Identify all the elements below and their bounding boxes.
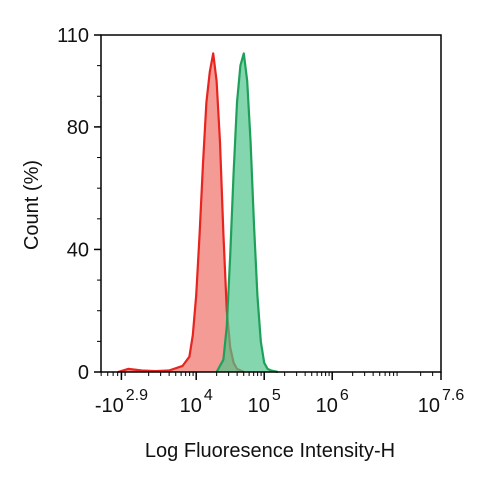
y-tick-label: 0 <box>78 362 89 384</box>
y-tick-label: 80 <box>67 117 89 139</box>
series-2-area <box>216 53 278 373</box>
plot-area <box>100 34 442 374</box>
y-tick-label: 40 <box>67 239 89 261</box>
series-2-line <box>215 52 279 374</box>
x-tick-label: 10 6 <box>316 387 349 417</box>
x-axis: -10 2.9 10 4 10 5 10 6 10 7.6 <box>95 372 465 417</box>
y-axis-title: Count (%) <box>21 160 43 250</box>
x-tick-label: 10 7.6 <box>418 387 465 417</box>
y-tick-label: 110 <box>57 25 89 47</box>
y-axis: 0 40 80 110 <box>57 25 101 384</box>
x-tick-label: 10 5 <box>248 387 281 417</box>
x-tick-label: -10 2.9 <box>95 387 148 417</box>
plot-frame <box>100 34 442 373</box>
series-1-area <box>118 53 244 373</box>
x-tick-label: 10 4 <box>180 387 213 417</box>
x-axis-title: Log Fluoresence Intensity-H <box>145 440 395 462</box>
